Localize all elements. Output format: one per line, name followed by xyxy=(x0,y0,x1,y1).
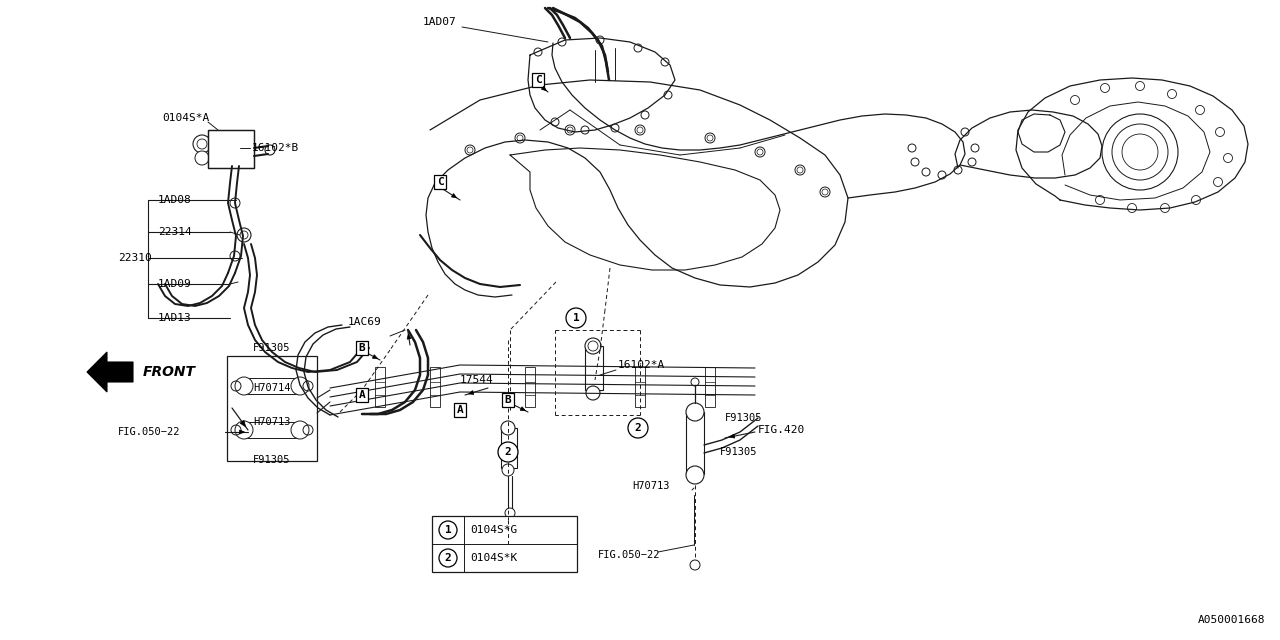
Polygon shape xyxy=(407,334,411,339)
Text: 1AD13: 1AD13 xyxy=(157,313,192,323)
Text: 1AD09: 1AD09 xyxy=(157,279,192,289)
Circle shape xyxy=(686,403,704,421)
Text: C: C xyxy=(436,177,443,187)
Circle shape xyxy=(237,228,251,242)
Circle shape xyxy=(195,151,209,165)
Polygon shape xyxy=(541,86,547,91)
Polygon shape xyxy=(241,420,246,427)
Text: 1: 1 xyxy=(572,313,580,323)
Polygon shape xyxy=(239,430,244,434)
Polygon shape xyxy=(520,407,526,411)
Text: H70714: H70714 xyxy=(253,383,291,393)
Text: FIG.420: FIG.420 xyxy=(758,425,805,435)
Circle shape xyxy=(230,251,241,261)
Circle shape xyxy=(439,549,457,567)
Text: 1AD07: 1AD07 xyxy=(422,17,457,27)
Circle shape xyxy=(291,421,308,439)
Circle shape xyxy=(502,464,515,476)
Circle shape xyxy=(230,198,241,208)
Text: 0104S*G: 0104S*G xyxy=(470,525,517,535)
Polygon shape xyxy=(730,434,735,438)
Circle shape xyxy=(236,421,253,439)
Text: 0104S*A: 0104S*A xyxy=(163,113,209,123)
Circle shape xyxy=(691,378,699,386)
Bar xyxy=(207,130,253,168)
Text: F91305: F91305 xyxy=(724,413,763,423)
Circle shape xyxy=(439,521,457,539)
Text: 2: 2 xyxy=(504,447,512,457)
Bar xyxy=(525,367,535,407)
Circle shape xyxy=(566,308,586,328)
Circle shape xyxy=(506,508,515,518)
Text: H70713: H70713 xyxy=(632,481,669,491)
Text: B: B xyxy=(504,395,512,405)
Text: 1AC69: 1AC69 xyxy=(348,317,381,327)
Bar xyxy=(244,378,300,394)
Circle shape xyxy=(265,145,275,155)
Bar xyxy=(207,130,253,168)
Bar xyxy=(686,412,704,474)
Circle shape xyxy=(707,135,713,141)
Circle shape xyxy=(585,338,602,354)
Polygon shape xyxy=(87,352,133,392)
Bar xyxy=(430,367,440,407)
Polygon shape xyxy=(372,355,378,359)
Circle shape xyxy=(756,149,763,155)
Text: H70713: H70713 xyxy=(253,417,291,427)
Polygon shape xyxy=(452,193,457,198)
Text: C: C xyxy=(535,75,541,85)
Bar xyxy=(433,516,577,572)
Bar xyxy=(375,367,385,407)
Text: FIG.050−22: FIG.050−22 xyxy=(598,550,660,560)
Bar xyxy=(500,428,517,468)
Bar xyxy=(227,356,317,461)
Text: 22310: 22310 xyxy=(118,253,152,263)
Circle shape xyxy=(193,135,211,153)
Circle shape xyxy=(517,135,524,141)
Text: 1AD08: 1AD08 xyxy=(157,195,192,205)
Circle shape xyxy=(637,127,643,133)
Text: 16102*A: 16102*A xyxy=(618,360,666,370)
Text: 2: 2 xyxy=(635,423,641,433)
Circle shape xyxy=(686,466,704,484)
Text: 2: 2 xyxy=(444,553,452,563)
Text: FRONT: FRONT xyxy=(143,365,196,379)
Circle shape xyxy=(236,377,253,395)
Circle shape xyxy=(586,386,600,400)
Circle shape xyxy=(567,127,573,133)
Text: F91305: F91305 xyxy=(253,455,291,465)
Text: 1: 1 xyxy=(444,525,452,535)
Circle shape xyxy=(498,442,518,462)
Text: FIG.050−22: FIG.050−22 xyxy=(118,427,180,437)
Text: 0104S*K: 0104S*K xyxy=(470,553,517,563)
Circle shape xyxy=(500,421,515,435)
Polygon shape xyxy=(468,390,474,394)
Bar xyxy=(705,367,716,407)
Text: 17544: 17544 xyxy=(460,375,494,385)
Text: A: A xyxy=(358,390,365,400)
Text: A050001668: A050001668 xyxy=(1198,615,1265,625)
Text: 22314: 22314 xyxy=(157,227,192,237)
Circle shape xyxy=(628,418,648,438)
Circle shape xyxy=(822,189,828,195)
Text: F91305: F91305 xyxy=(719,447,758,457)
Bar xyxy=(635,367,645,407)
Circle shape xyxy=(291,377,308,395)
Bar xyxy=(244,422,300,438)
Circle shape xyxy=(467,147,474,153)
Circle shape xyxy=(690,560,700,570)
Text: 16102*B: 16102*B xyxy=(252,143,300,153)
Text: F91305: F91305 xyxy=(253,343,291,353)
Text: B: B xyxy=(358,343,365,353)
Text: A: A xyxy=(457,405,463,415)
Bar xyxy=(585,346,603,390)
Circle shape xyxy=(797,167,803,173)
